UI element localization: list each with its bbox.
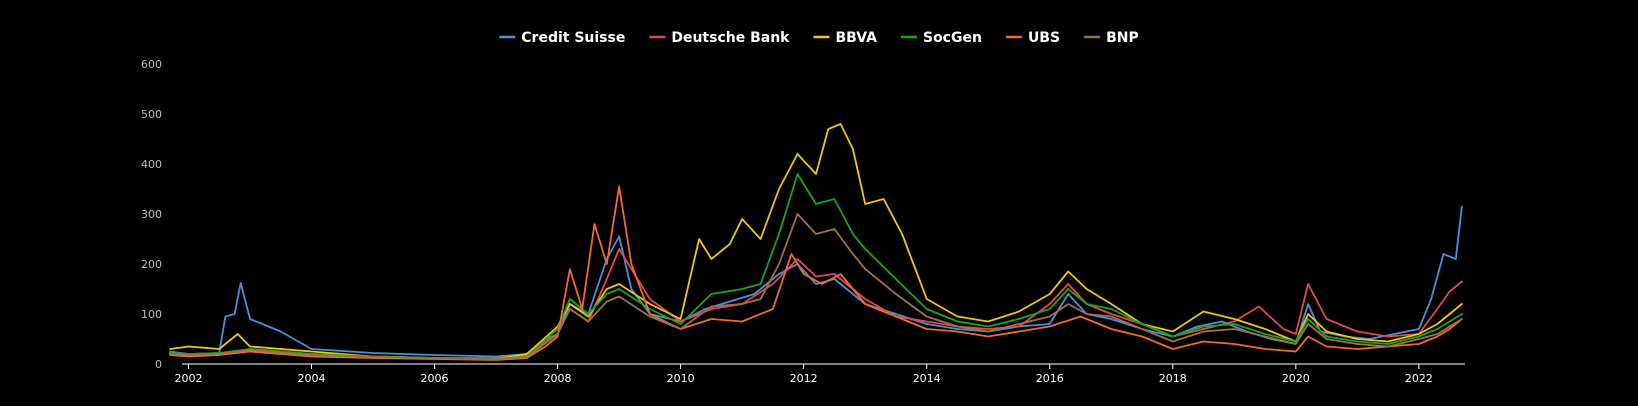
y-tick-label: 100	[141, 308, 162, 321]
legend-label: SocGen	[923, 30, 982, 46]
legend-label: BNP	[1106, 30, 1139, 46]
legend-item-bnp[interactable]: BNP	[1084, 30, 1139, 46]
x-tick-label: 2004	[297, 372, 325, 385]
x-tick-label: 2014	[913, 372, 941, 385]
series-line-ubs	[169, 185, 1463, 361]
x-tick-label: 2006	[421, 372, 449, 385]
legend-item-deutsche-bank[interactable]: Deutsche Bank	[649, 30, 790, 46]
x-tick-label: 2010	[667, 372, 695, 385]
legend-item-credit-suisse[interactable]: Credit Suisse	[499, 30, 625, 46]
y-axis: 0 100 200 300 400 500 600	[141, 58, 162, 371]
y-tick-label: 400	[141, 158, 162, 171]
x-tick-label: 2002	[174, 372, 202, 385]
chart-legend: Credit Suisse Deutsche Bank BBVA SocGen UBS B…	[499, 30, 1139, 46]
y-tick-label: 300	[141, 208, 162, 221]
legend-label: Credit Suisse	[521, 30, 625, 46]
x-axis: 2002 2004 2006 2008 2010 2012 2014 2016 2018 2020…	[174, 363, 1465, 385]
legend-label: BBVA	[835, 30, 877, 46]
x-tick-label: 2012	[790, 372, 818, 385]
x-tick-label: 2016	[1036, 372, 1064, 385]
legend-item-ubs[interactable]: UBS	[1005, 30, 1060, 46]
x-tick-label: 2020	[1282, 372, 1310, 385]
series-line-bbva	[169, 123, 1463, 360]
series-line-bnp	[169, 213, 1463, 361]
x-tick-label: 2018	[1159, 372, 1187, 385]
series-line-credit-suisse	[169, 205, 1463, 358]
y-tick-label: 500	[141, 108, 162, 121]
y-tick-label: 200	[141, 258, 162, 271]
y-tick-label: 600	[141, 58, 162, 71]
legend-label: Deutsche Bank	[671, 30, 790, 46]
series-line-socgen	[169, 173, 1463, 360]
y-tick-label: 0	[155, 358, 162, 371]
series-line-deutsche-bank	[169, 248, 1463, 359]
legend-item-bbva[interactable]: BBVA	[813, 30, 877, 46]
plot-area	[169, 123, 1463, 361]
legend-label: UBS	[1028, 30, 1060, 46]
x-tick-label: 2022	[1405, 372, 1433, 385]
x-tick-label: 2008	[544, 372, 572, 385]
legend-item-socgen[interactable]: SocGen	[900, 30, 982, 46]
